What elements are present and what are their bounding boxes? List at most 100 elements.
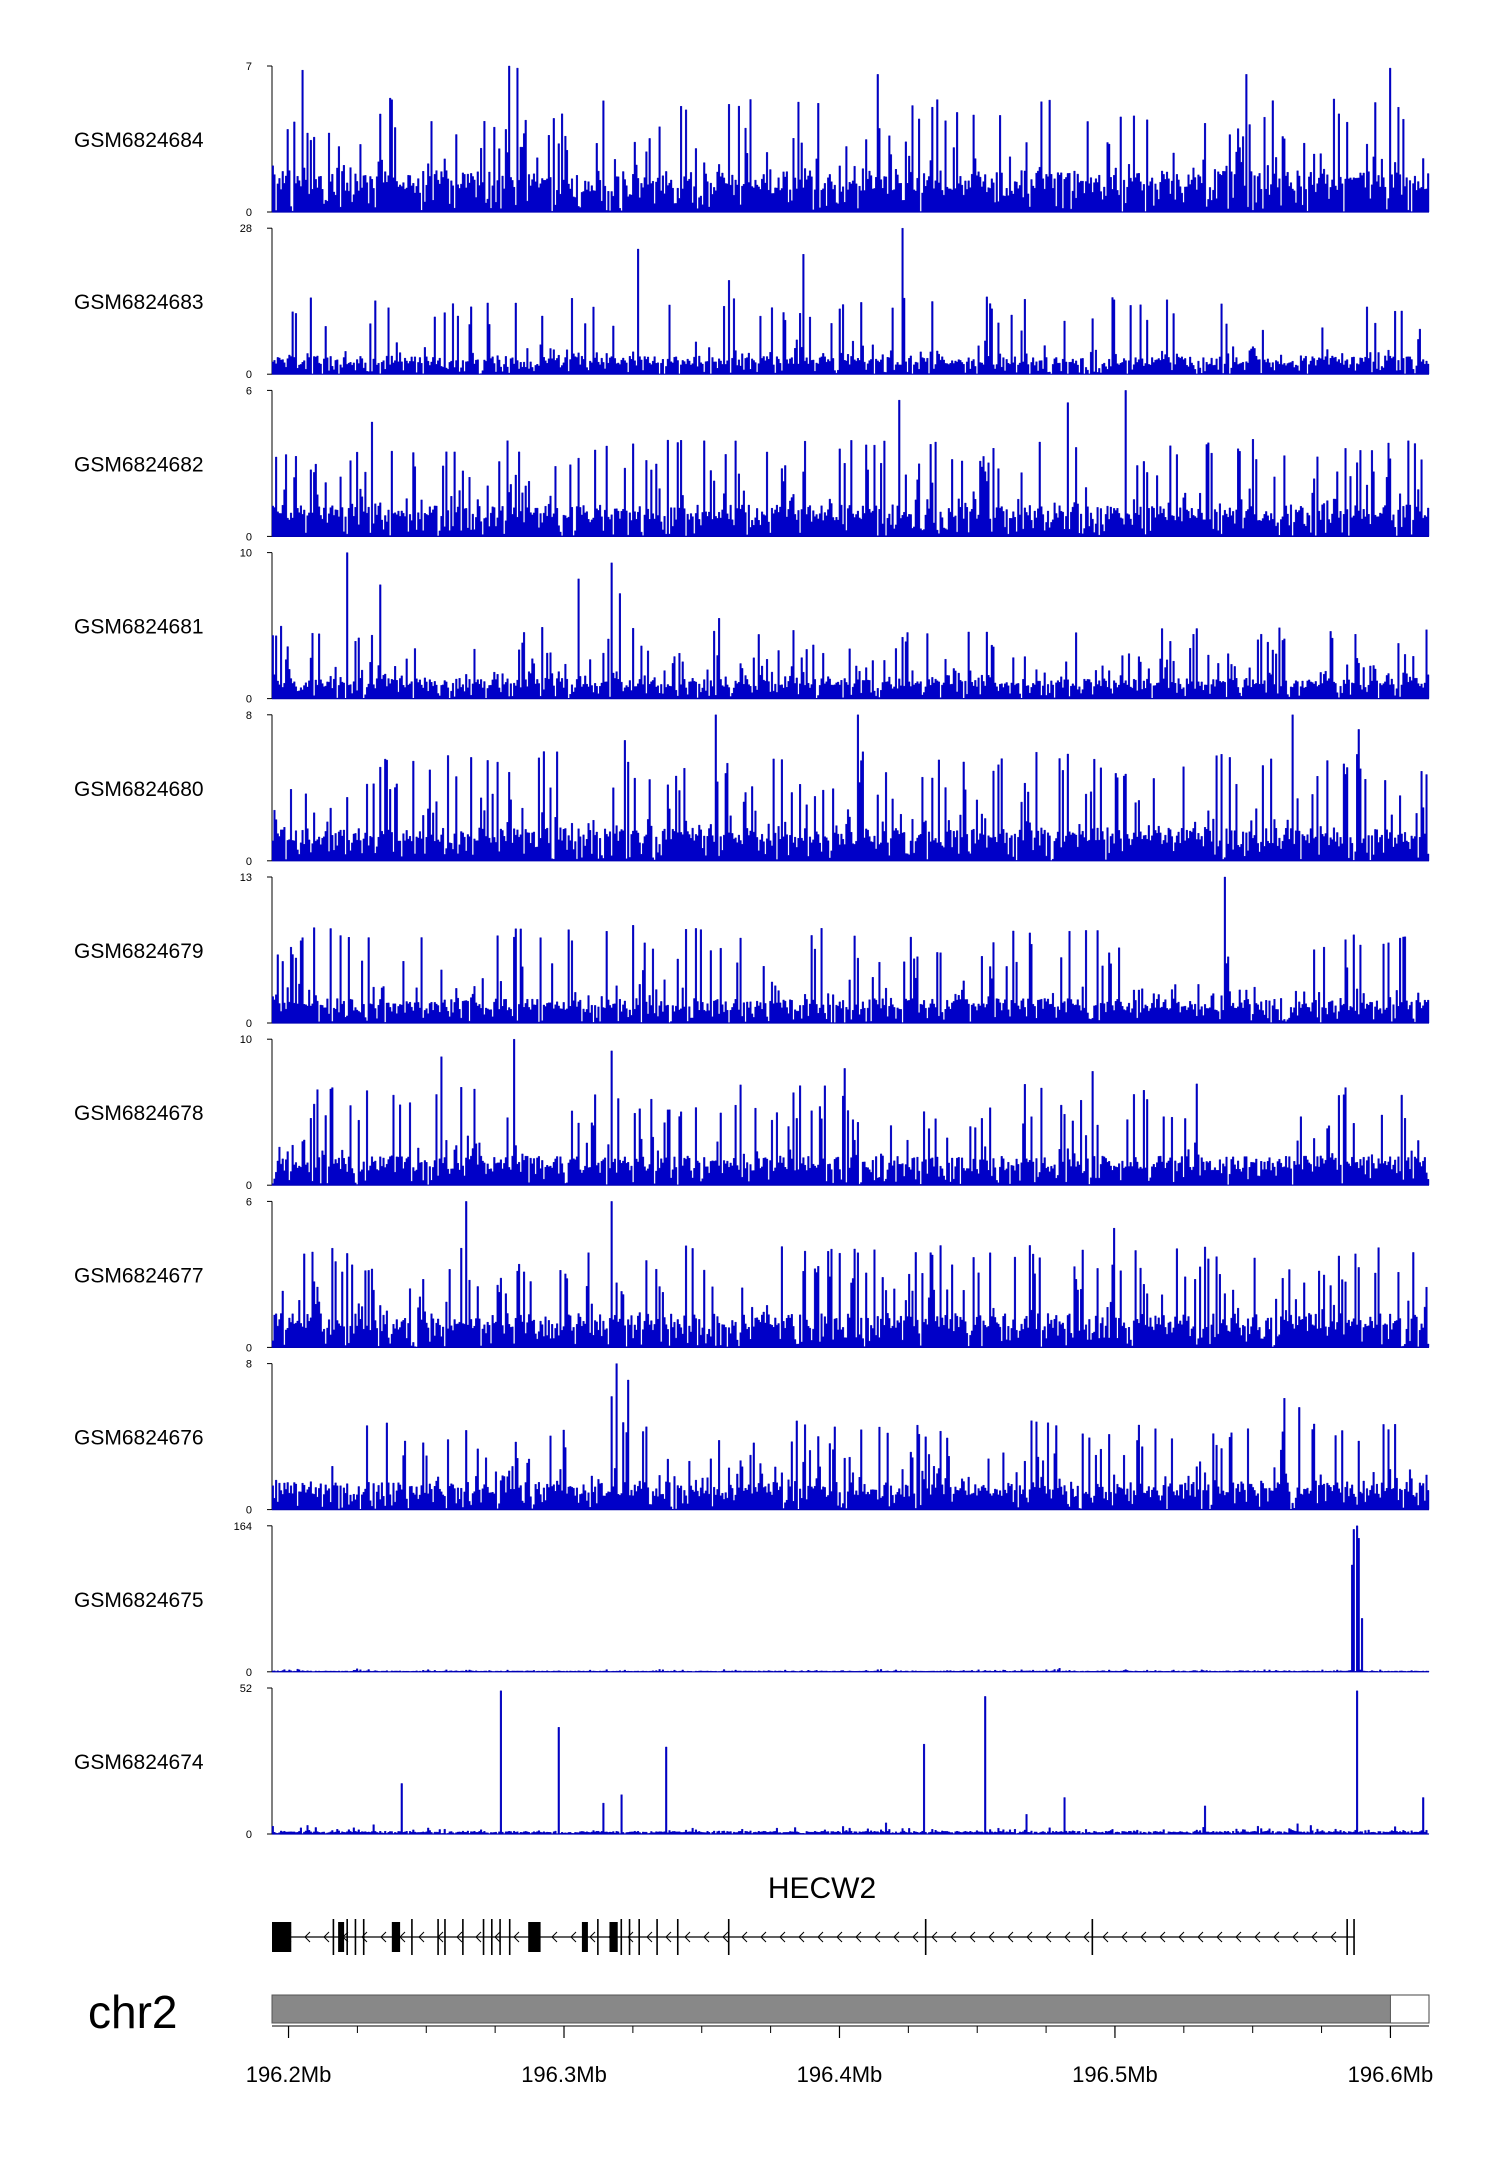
y-tick-label-min: 0: [246, 1342, 252, 1354]
y-tick-label-min: 0: [246, 1829, 252, 1841]
strand-arrow: [703, 1931, 710, 1943]
gene-exon: [1353, 1919, 1355, 1955]
strand-arrow: [1311, 1931, 1318, 1943]
track-GSM6824680: GSM6824680 8 0: [74, 710, 1430, 868]
strand-arrow: [1140, 1931, 1147, 1943]
signal-area: [271, 552, 1430, 699]
chromosome-label: chr2: [88, 1986, 177, 2038]
y-tick-label-max: 164: [234, 1521, 252, 1533]
gene-exon: [437, 1919, 439, 1955]
x-tick-label: 196.3Mb: [521, 2062, 607, 2087]
gene-exon: [362, 1919, 365, 1955]
strand-arrow: [741, 1931, 748, 1943]
strand-arrow: [1007, 1931, 1014, 1943]
y-tick-label-max: 6: [246, 1196, 252, 1208]
gene-exon: [482, 1919, 485, 1955]
gene-exon: [491, 1919, 493, 1955]
track-GSM6824678: GSM6824678 10 0: [74, 1034, 1430, 1192]
y-tick-label-min: 0: [246, 694, 252, 706]
strand-arrow: [513, 1931, 520, 1943]
track-GSM6824679: GSM6824679 13 0: [74, 872, 1430, 1030]
strand-arrow: [323, 1931, 330, 1943]
track-label: GSM6824674: [74, 1751, 204, 1774]
gene-exon: [656, 1919, 658, 1955]
strand-arrow: [361, 1931, 368, 1943]
gene-exon: [528, 1922, 541, 1952]
y-tick-label-max: 6: [246, 385, 252, 397]
gene-track: HECW2: [272, 1872, 1355, 1955]
gene-exon: [272, 1922, 292, 1952]
strand-arrow: [1102, 1931, 1109, 1943]
signal-area: [271, 390, 1430, 537]
x-tick-label: 196.6Mb: [1348, 2062, 1434, 2087]
strand-arrow: [1292, 1931, 1299, 1943]
strand-arrow: [1026, 1931, 1033, 1943]
strand-arrow: [1197, 1931, 1204, 1943]
signal-area: [271, 228, 1430, 375]
strand-arrow: [475, 1931, 482, 1943]
signal-area: [271, 1525, 1430, 1672]
track-label: GSM6824680: [74, 778, 204, 801]
gene-exon: [628, 1919, 631, 1955]
strand-arrow: [988, 1931, 995, 1943]
gene-model: [272, 1919, 1355, 1955]
gene-exon: [462, 1919, 464, 1955]
gene-exon: [638, 1919, 640, 1955]
y-tick-label-max: 10: [240, 1034, 252, 1046]
y-tick-label-min: 0: [246, 1505, 252, 1517]
track-label: GSM6824681: [74, 616, 204, 639]
strand-arrow: [950, 1931, 957, 1943]
track-label: GSM6824683: [74, 291, 204, 314]
strand-arrow: [1330, 1931, 1337, 1943]
signal-area: [271, 65, 1430, 213]
strand-arrow: [456, 1931, 463, 1943]
track-label: GSM6824682: [74, 453, 204, 476]
strand-arrow: [722, 1931, 729, 1943]
y-tick-label-max: 52: [240, 1683, 252, 1695]
gene-exon: [499, 1919, 501, 1955]
signal-area: [271, 714, 1430, 861]
gene-name-label: HECW2: [768, 1872, 876, 1905]
strand-arrow: [798, 1931, 805, 1943]
y-tick-label-min: 0: [246, 531, 252, 543]
y-tick-label-max: 28: [240, 223, 252, 235]
track-GSM6824677: GSM6824677 6 0: [74, 1196, 1430, 1354]
gene-exon: [391, 1922, 401, 1952]
strand-arrow: [817, 1931, 824, 1943]
y-tick-label-min: 0: [246, 207, 252, 219]
gene-exon: [332, 1919, 335, 1955]
y-tick-label-max: 8: [246, 710, 252, 722]
strand-arrow: [760, 1931, 767, 1943]
gene-exon: [676, 1919, 679, 1955]
strand-arrow: [779, 1931, 786, 1943]
track-label: GSM6824675: [74, 1589, 204, 1612]
strand-arrow: [304, 1931, 311, 1943]
chromosome-ideogram: chr2: [88, 1986, 1430, 2038]
strand-arrow: [1159, 1931, 1166, 1943]
strand-arrow: [1121, 1931, 1128, 1943]
x-axis: 196.2Mb 196.3Mb 196.4Mb 196.5Mb 196.6Mb: [246, 2025, 1434, 2087]
gene-exon: [620, 1919, 623, 1955]
strand-arrow: [589, 1931, 596, 1943]
strand-arrow: [1254, 1931, 1261, 1943]
track-GSM6824683: GSM6824683 28 0: [74, 223, 1430, 381]
signal-area: [271, 1363, 1430, 1510]
track-GSM6824682: GSM6824682 6 0: [74, 385, 1430, 543]
gene-exon: [727, 1919, 730, 1955]
signal-area: [271, 1690, 1430, 1835]
gene-exon: [609, 1922, 618, 1952]
strand-arrow: [969, 1931, 976, 1943]
gene-exon: [924, 1919, 927, 1955]
y-tick-label-max: 13: [240, 872, 252, 884]
y-tick-label-min: 0: [246, 1018, 252, 1030]
strand-arrow: [855, 1931, 862, 1943]
track-label: GSM6824677: [74, 1264, 204, 1287]
strand-arrow: [627, 1931, 634, 1943]
strand-arrow: [1216, 1931, 1223, 1943]
strand-arrow: [874, 1931, 881, 1943]
y-tick-label-min: 0: [246, 1180, 252, 1192]
gene-exon: [581, 1922, 588, 1952]
gene-exon: [597, 1919, 599, 1955]
y-tick-label-max: 7: [246, 61, 252, 73]
strand-arrow: [1178, 1931, 1185, 1943]
